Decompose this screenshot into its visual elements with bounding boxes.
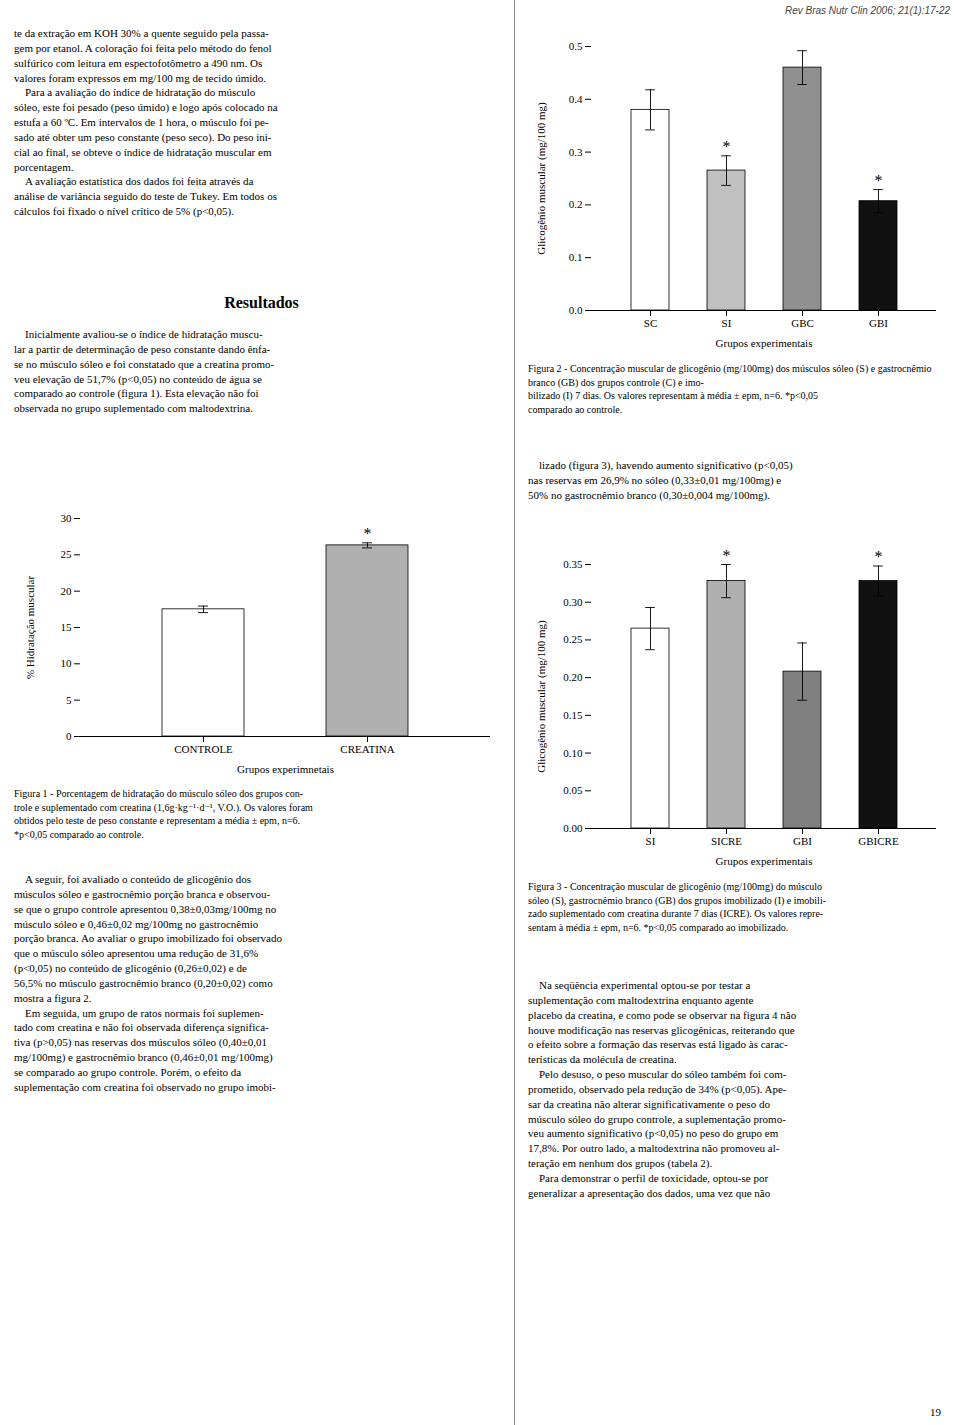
- svg-text:0.5: 0.5: [569, 40, 583, 52]
- html-text:Figura 2 - Concentração muscul: Figura 2 - Concentração muscular de glic…: [528, 363, 934, 415]
- html-text:te da extração em KOH 30% a qu: te da extração em KOH 30% a quente segui…: [14, 27, 278, 218]
- svg-text:GBC: GBC: [791, 317, 814, 329]
- svg-text:SI: SI: [646, 835, 656, 847]
- svg-text:*: *: [875, 548, 883, 565]
- svg-text:Glicogênio muscular (mg/100 mg: Glicogênio muscular (mg/100 mg): [535, 102, 548, 255]
- svg-text:*: *: [723, 547, 731, 564]
- html-text:Na seqüência experimental opto: Na seqüência experimental optou-se por t…: [528, 979, 797, 1199]
- svg-text:20: 20: [61, 585, 73, 597]
- svg-text:0.10: 0.10: [563, 747, 583, 759]
- svg-text:0.15: 0.15: [563, 709, 583, 721]
- svg-text:% Hidratação muscular: % Hidratação muscular: [24, 576, 36, 680]
- svg-text:SC: SC: [644, 317, 657, 329]
- html-text:A seguir, foi avaliado o conte: A seguir, foi avaliado o conteúdo de gli…: [14, 873, 282, 1093]
- svg-text:CONTROLE: CONTROLE: [174, 743, 233, 755]
- html-text:Resultados: Resultados: [224, 294, 299, 311]
- svg-text:*: *: [875, 172, 883, 189]
- svg-text:*: *: [364, 525, 372, 542]
- html-text:19: 19: [930, 1406, 941, 1418]
- svg-text:Glicogênio muscular (mg/100 mg: Glicogênio muscular (mg/100 mg): [535, 620, 548, 773]
- svg-text:0.4: 0.4: [569, 93, 583, 105]
- svg-text:0.25: 0.25: [563, 633, 583, 645]
- svg-text:0.00: 0.00: [563, 822, 583, 834]
- svg-text:5: 5: [66, 694, 72, 706]
- svg-text:30: 30: [61, 512, 73, 524]
- svg-text:GBICRE: GBICRE: [858, 835, 899, 847]
- svg-text:GBI: GBI: [869, 317, 888, 329]
- svg-text:15: 15: [61, 621, 73, 633]
- html-text:Rev Bras Nutr Clin 2006; 21(1): Rev Bras Nutr Clin 2006; 21(1):17-22: [784, 5, 950, 16]
- html-text:Figura 1 - Porcentagem de hidr: Figura 1 - Porcentagem de hidratação do …: [14, 788, 313, 840]
- svg-text:Grupos experimnetais: Grupos experimnetais: [237, 763, 334, 775]
- svg-text:Grupos experimentais: Grupos experimentais: [716, 855, 813, 867]
- svg-text:0.1: 0.1: [569, 251, 583, 263]
- svg-text:0.05: 0.05: [563, 784, 583, 796]
- html-text:Figura 3 - Concentração muscul: Figura 3 - Concentração muscular de glic…: [528, 881, 826, 933]
- svg-text:SICRE: SICRE: [711, 835, 742, 847]
- html-text:lizado (figura 3), havendo aum: lizado (figura 3), havendo aumento signi…: [528, 459, 793, 501]
- svg-text:0.20: 0.20: [563, 671, 583, 683]
- svg-text:Grupos experimentais: Grupos experimentais: [716, 337, 813, 349]
- html-text:Inicialmente avaliou-se o índi: Inicialmente avaliou-se o índice de hidr…: [14, 328, 275, 415]
- svg-text:0.2: 0.2: [569, 198, 583, 210]
- svg-text:0.3: 0.3: [569, 146, 583, 158]
- svg-text:GBI: GBI: [793, 835, 812, 847]
- svg-text:0.30: 0.30: [563, 596, 583, 608]
- svg-text:10: 10: [61, 657, 73, 669]
- svg-text:CREATINA: CREATINA: [340, 743, 394, 755]
- svg-text:0.35: 0.35: [563, 558, 583, 570]
- svg-text:25: 25: [61, 548, 73, 560]
- svg-text:0.0: 0.0: [569, 304, 583, 316]
- svg-text:*: *: [723, 138, 731, 155]
- svg-text:SI: SI: [722, 317, 732, 329]
- svg-text:0: 0: [66, 730, 72, 742]
